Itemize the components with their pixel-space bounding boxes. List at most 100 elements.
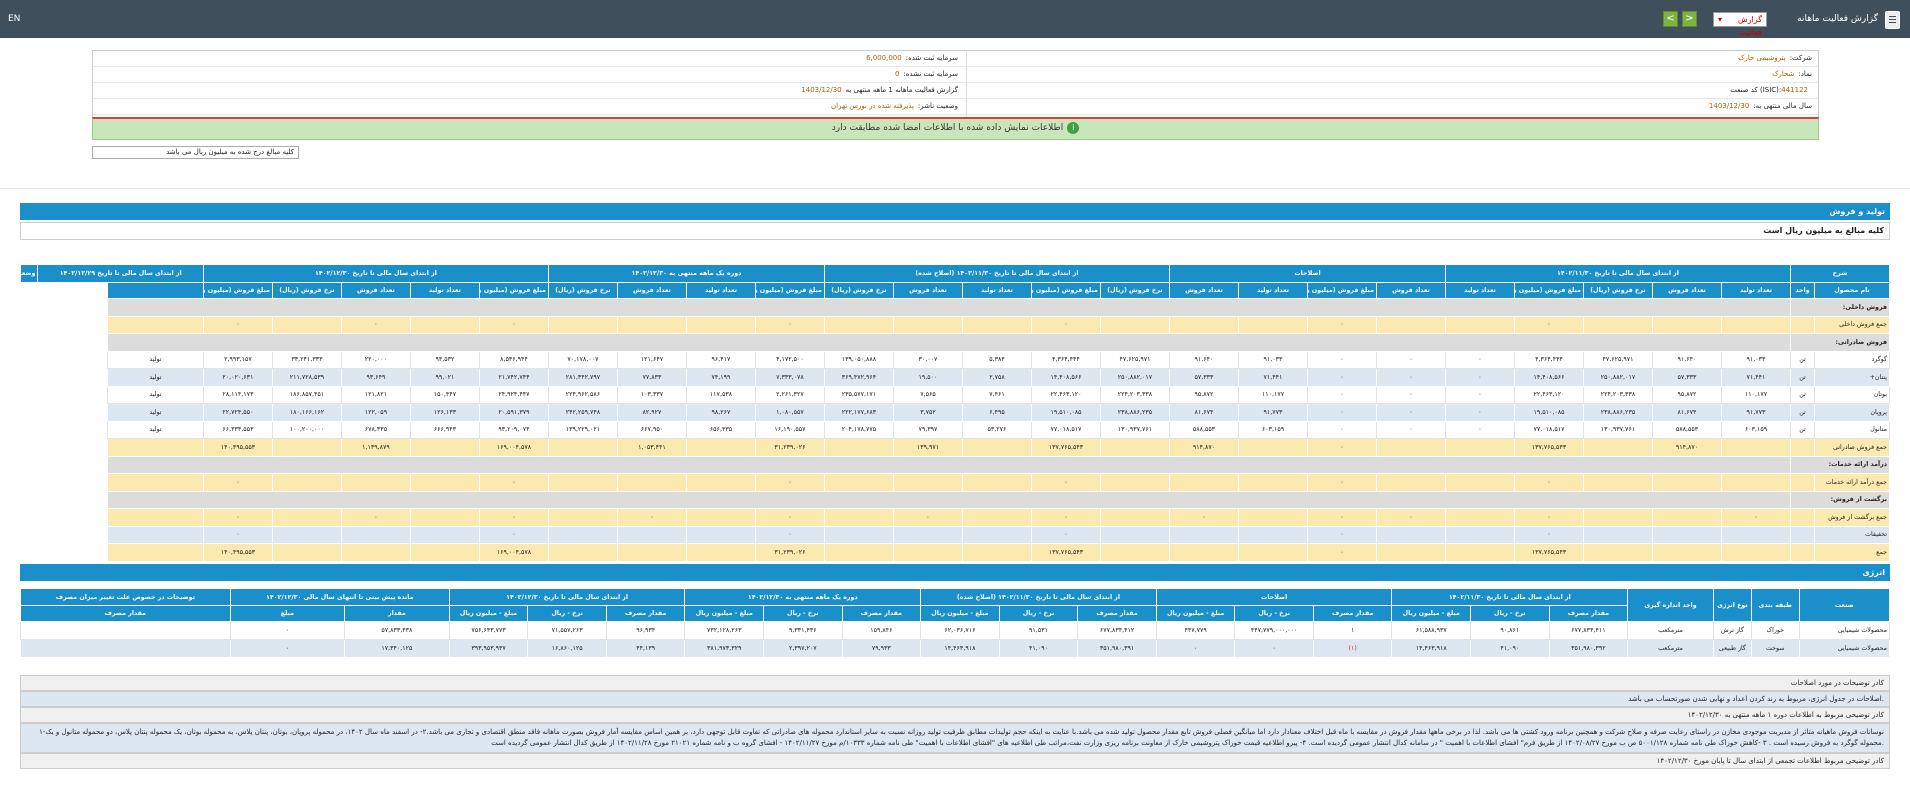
table-cell: ۱۳۹,۰۵۰,۸۸۸ (823, 350, 894, 369)
table-cell (271, 315, 342, 334)
page-title: گزارش فعالیت ماهانه (1797, 14, 1878, 24)
product-name: پروپان (1814, 403, 1890, 422)
report-type-select[interactable]: ▾ گزارش فعالیت (1713, 12, 1767, 37)
table-cell (106, 473, 204, 492)
table-cell: ۰ (1514, 525, 1584, 544)
table-cell: ۹۴,۵۳۲ (409, 350, 480, 369)
table-cell: ۱۴,۴۰۸,۵۶۶ (1030, 368, 1101, 387)
table-cell: ۱۶,۱۹۰,۵۵۷ (754, 420, 825, 439)
table-cell: ۳۳,۲۴۱,۳۳۳ (271, 350, 342, 369)
table-cell: ۰ (1234, 639, 1314, 658)
table-cell: ۰ (1306, 508, 1377, 527)
report-period-label: گزارش فعالیت ماهانه 1 ماهه (872, 86, 958, 94)
column-header: نرخ فروش (ریال) (547, 282, 618, 299)
table-cell (1375, 525, 1446, 544)
table-cell: ۱۳۷,۷۶۵,۵۴۳ (1030, 543, 1101, 562)
table-cell: ۰ (754, 315, 825, 334)
table-cell: ۲۳۸,۸۸۶,۲۳۵ (1583, 403, 1653, 422)
table-cell: ۲۲,۴۶۳,۱۲۰ (1514, 385, 1584, 404)
table-cell (20, 639, 231, 658)
table-cell (547, 543, 618, 562)
category-fill (106, 333, 1792, 352)
table-cell (1790, 473, 1815, 492)
table-cell: ۹۱۴,۸۷۰ (1652, 438, 1722, 457)
table-cell (1237, 525, 1308, 544)
column-header: مقدار مصرف (1312, 605, 1393, 622)
table-row: محصولات شیمیایی سوخت گاز طبیعی مترمکعب ۳۵۱,۹… (20, 639, 1891, 658)
table-cell: ۹۱,۶۴۰ (1652, 350, 1722, 369)
table-cell (1583, 543, 1653, 562)
chevron-down-icon: ▾ (1718, 15, 1723, 24)
group-header: دوره یک ماهه منتهی به ۱۴۰۲/۱۲/۳۰ (684, 588, 922, 606)
table-cell: ۷,۵۶۵ (892, 385, 963, 404)
column-header: نرخ - ریال (1234, 605, 1314, 622)
total-row: جمع فروش صادراتی ۹۱۴,۸۷۰ ۱۳۷,۷۶۵,۵۴۳ ۰ ۹۱۴,۸… (21, 438, 1890, 457)
table-cell: ۳۱,۲۳۹,۰۲۶ (754, 543, 825, 562)
table-cell (547, 508, 618, 527)
table-cell: ۲۵۰,۸۸۲,۰۱۷ (1583, 368, 1653, 387)
table-cell (1237, 438, 1308, 457)
report-type-value: گزارش فعالیت (1737, 15, 1762, 37)
info-divider (966, 51, 967, 120)
table-cell (271, 525, 342, 544)
table-cell: ۹۱,۵۳۱ (998, 621, 1079, 640)
table-cell: ۷۱,۴۴۱ (1721, 368, 1791, 387)
table-cell (685, 473, 756, 492)
product-name: پنتان+ (1814, 368, 1890, 387)
category-label: فروش صادراتی: (1790, 333, 1890, 352)
prev-report-button[interactable]: < (1663, 11, 1678, 27)
table-cell (20, 621, 231, 640)
table-cell: ۲۲۰,۰۰۰ (340, 350, 411, 369)
table-cell (1790, 508, 1815, 527)
table-cell: ۱۷,۳۴۰,۱۲۵ (344, 639, 450, 658)
group-header: از ابتدای سال مالی تا تاریخ ۱۴۰۲/۱۱/۳۰ (1444, 264, 1792, 283)
product-name: جمع فروش داخلی (1814, 315, 1890, 334)
table-cell: ۱,۱۳۹,۸۷۹ (340, 438, 411, 457)
table-cell: ۲۵۰,۸۸۲,۰۱۷ (1099, 368, 1170, 387)
table-cell: ۵۷,۳۳۳ (1652, 368, 1722, 387)
table-cell: ۰ (229, 621, 346, 640)
language-toggle[interactable]: EN (8, 14, 21, 24)
column-header: مبلغ (229, 605, 346, 622)
table-cell (409, 473, 480, 492)
table-cell: ۱۸۰,۱۶۶,۱۶۲ (271, 403, 342, 422)
product-name: جمع برگشت از فروش (1814, 508, 1890, 527)
note-box: اصلاحات در جدول انرژی، مربوط به رند کردن… (20, 691, 1890, 707)
symbol-value[interactable]: شخارک (1772, 70, 1795, 78)
table-cell: ۰ (1306, 368, 1377, 387)
table-cell: ۰ (1306, 403, 1377, 422)
table-cell (547, 315, 618, 334)
table-cell: ۹۹,۰۲۱ (409, 368, 480, 387)
table-cell (1721, 438, 1791, 457)
table-cell: تن (1790, 385, 1815, 404)
table-cell (616, 543, 687, 562)
table-cell: ۰ (1514, 315, 1584, 334)
table-cell (547, 525, 618, 544)
table-cell: ۲۲۲,۱۷۷,۶۸۳ (823, 403, 894, 422)
table-cell: ۷۴,۱۹۹ (685, 368, 756, 387)
column-header: تعداد فروش (892, 282, 963, 299)
table-cell (1583, 525, 1653, 544)
table-cell: ۱۳۰,۹۳۷,۷۶۱ (1099, 420, 1170, 439)
table-cell: ۵۷,۳۳۳ (1168, 368, 1239, 387)
note-box: کادر توضیحی مربوط به اطلاعات دوره ۱ ماهه… (20, 707, 1890, 723)
table-cell: ۹۱,۶۴۰ (1168, 350, 1239, 369)
table-cell: ۹۱,۷۷۳ (1721, 403, 1791, 422)
table-cell: ۲۱۱,۷۲۸,۵۳۹ (271, 368, 342, 387)
table-cell (1790, 438, 1815, 457)
table-cell: ۱ (1312, 621, 1393, 640)
column-header-row: نام محصول واحد تعداد تولید تعداد فروش نرخ فر… (21, 282, 1890, 299)
category-fill (106, 490, 1792, 509)
verification-banner: اطلاعات نمایش داده شده با اطلاعات امضا ش… (92, 117, 1819, 140)
table-cell (1444, 525, 1516, 544)
table-cell (1721, 543, 1791, 562)
table-cell: ۰ (1444, 420, 1516, 439)
table-cell: ۹۱,۷۷۳ (1237, 403, 1308, 422)
table-cell (1099, 438, 1170, 457)
table-cell: ۱۳۹,۲۲۹,۰۲۱ (547, 420, 618, 439)
column-header: مبلغ فروش (میلیون ریال) (1306, 282, 1377, 299)
table-cell (685, 438, 756, 457)
table-cell: ۸,۵۳۶,۹۴۴ (478, 350, 549, 369)
table-cell (1583, 315, 1653, 334)
next-report-button[interactable]: > (1682, 11, 1697, 27)
